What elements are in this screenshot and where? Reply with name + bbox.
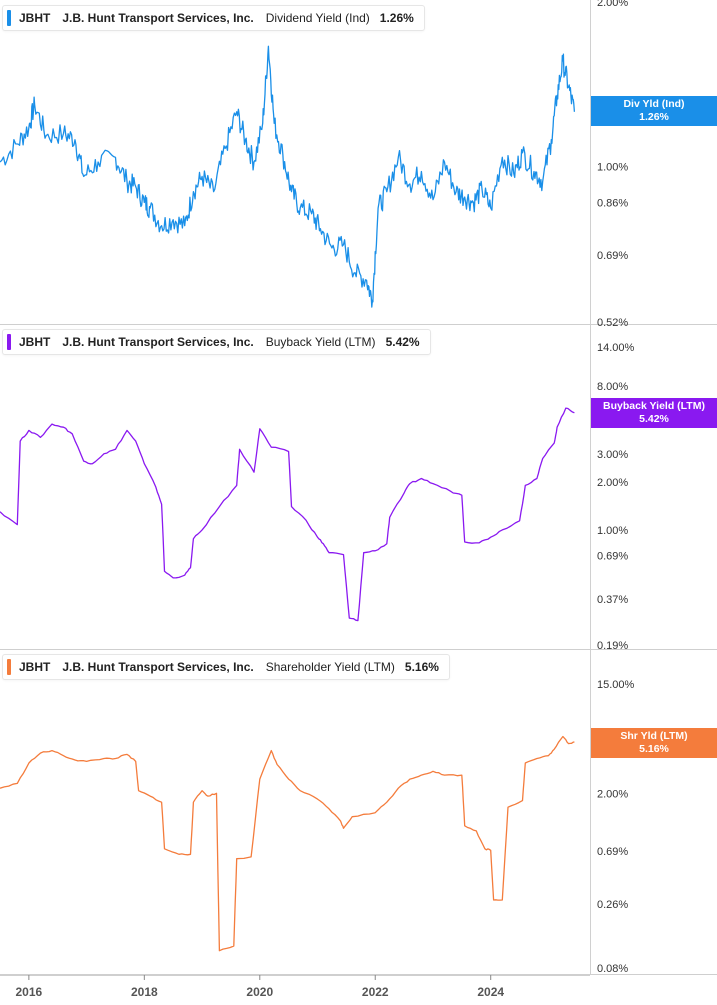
- series-line: [0, 45, 576, 308]
- series-line: [0, 407, 575, 622]
- legend-company: J.B. Hunt Transport Services, Inc.: [62, 11, 254, 25]
- buyback-swatch: [7, 334, 11, 350]
- shareholder-yield-value-tag: Shr Yld (LTM) 5.16%: [591, 728, 717, 758]
- y-tick-label: 8.00%: [597, 381, 628, 393]
- y-tick-label: 0.69%: [597, 551, 628, 563]
- y-tick-label: 0.69%: [597, 250, 628, 262]
- shareholder-yield-chart: 15.00% 2.00% 0.69% 0.26% 0.08%: [0, 650, 717, 975]
- shareholder-yield-legend[interactable]: JBHT J.B. Hunt Transport Services, Inc. …: [2, 654, 450, 680]
- dividend-swatch: [7, 10, 11, 26]
- time-axis: 2016 2018 2020 2022 2024: [0, 975, 590, 999]
- buyback-yield-chart: 14.00% 8.00% 3.00% 2.00% 1.00% 0.69% 0.37% 0.19…: [0, 325, 717, 652]
- y-tick-label: 0.52%: [597, 317, 628, 329]
- y-tick-label: 1.00%: [597, 162, 628, 174]
- tag-label: Shr Yld (LTM): [620, 730, 688, 742]
- y-tick-label: 1.00%: [597, 525, 628, 537]
- x-tick-label: 2016: [16, 985, 43, 999]
- tag-label: Buyback Yield (LTM): [603, 400, 705, 412]
- y-tick-label: 0.37%: [597, 594, 628, 606]
- legend-ticker: JBHT: [19, 335, 51, 349]
- y-tick-label: 0.19%: [597, 640, 628, 652]
- legend-value: 1.26%: [379, 11, 414, 25]
- tag-value: 1.26%: [639, 111, 669, 123]
- buyback-yield-legend[interactable]: JBHT J.B. Hunt Transport Services, Inc. …: [2, 329, 431, 355]
- dividend-yield-panel: 2.00% 1.00% 0.86% 0.69% 0.52% JBHT J.B. Hunt…: [0, 0, 717, 329]
- x-tick-label: 2018: [131, 985, 158, 999]
- x-tick-label: 2022: [362, 985, 389, 999]
- buyback-yield-panel: 14.00% 8.00% 3.00% 2.00% 1.00% 0.69% 0.37% 0.19…: [0, 325, 717, 652]
- x-tick-label: 2024: [477, 985, 504, 999]
- legend-ticker: JBHT: [19, 11, 51, 25]
- y-tick-label: 0.08%: [597, 963, 628, 975]
- legend-metric: Dividend Yield (Ind): [265, 11, 370, 25]
- series-line: [0, 735, 575, 952]
- legend-company: J.B. Hunt Transport Services, Inc.: [62, 335, 254, 349]
- tag-value: 5.42%: [639, 413, 669, 425]
- y-tick-label: 2.00%: [597, 477, 628, 489]
- y-tick-label: 0.86%: [597, 197, 628, 209]
- x-tick-label: 2020: [246, 985, 273, 999]
- legend-company: J.B. Hunt Transport Services, Inc.: [62, 660, 254, 674]
- dividend-yield-legend[interactable]: JBHT J.B. Hunt Transport Services, Inc. …: [2, 5, 425, 31]
- y-tick-label: 0.26%: [597, 899, 628, 911]
- tag-value: 5.16%: [639, 743, 669, 755]
- buyback-yield-value-tag: Buyback Yield (LTM) 5.42%: [591, 398, 717, 428]
- legend-value: 5.16%: [404, 660, 439, 674]
- legend-metric: Shareholder Yield (LTM): [265, 660, 395, 674]
- y-tick-label: 3.00%: [597, 449, 628, 461]
- y-tick-label: 2.00%: [597, 788, 628, 800]
- shareholder-swatch: [7, 659, 11, 675]
- legend-value: 5.42%: [385, 335, 420, 349]
- legend-metric: Buyback Yield (LTM): [265, 335, 376, 349]
- y-tick-label: 14.00%: [597, 342, 635, 354]
- y-tick-label: 0.69%: [597, 846, 628, 858]
- legend-ticker: JBHT: [19, 660, 51, 674]
- dividend-yield-value-tag: Div Yld (Ind) 1.26%: [591, 96, 717, 126]
- tag-label: Div Yld (Ind): [623, 98, 685, 110]
- shareholder-yield-panel: 15.00% 2.00% 0.69% 0.26% 0.08% JBHT J.B. Hun…: [0, 650, 717, 975]
- y-tick-label: 2.00%: [597, 0, 628, 9]
- dividend-yield-chart: 2.00% 1.00% 0.86% 0.69% 0.52%: [0, 0, 717, 329]
- y-tick-label: 15.00%: [597, 679, 635, 691]
